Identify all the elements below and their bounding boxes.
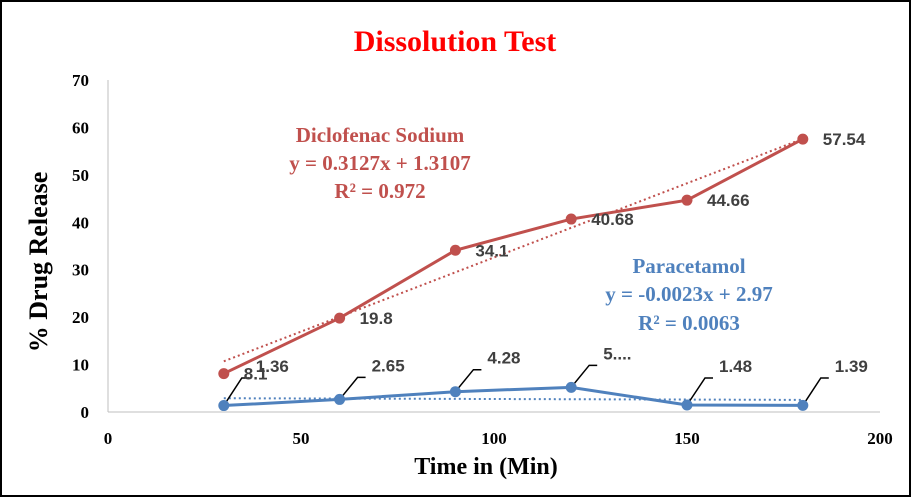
y-axis-label: % Drug Release bbox=[24, 172, 53, 353]
diclofenac-data-point bbox=[681, 194, 693, 206]
paracetamol-label-leader bbox=[570, 364, 598, 388]
paracetamol-series-line bbox=[223, 385, 803, 408]
diclofenac-data-point bbox=[218, 368, 230, 380]
paracetamol-trend-r2: R² = 0.0063 bbox=[638, 311, 740, 335]
paracetamol-label-leader bbox=[339, 376, 366, 400]
paracetamol-data-label: 4.28 bbox=[487, 349, 520, 368]
x-tick-label: 150 bbox=[674, 429, 700, 448]
paracetamol-trendline bbox=[223, 397, 803, 401]
diclofenac-series-name: Diclofenac Sodium bbox=[296, 123, 465, 147]
x-tick-label: 200 bbox=[867, 429, 893, 448]
diclofenac-trendline bbox=[223, 137, 804, 363]
diclofenac-trend-r2: R² = 0.972 bbox=[334, 179, 425, 203]
y-tick-label: 60 bbox=[72, 118, 89, 137]
paracetamol-label-leader bbox=[802, 377, 829, 406]
diclofenac-data-label: 44.66 bbox=[707, 191, 750, 210]
chart-title: Dissolution Test bbox=[354, 25, 557, 58]
paracetamol-data-point bbox=[797, 399, 809, 411]
paracetamol-label-leader bbox=[223, 377, 250, 406]
diclofenac-trend-equation: y = 0.3127x + 1.3107 bbox=[289, 151, 470, 175]
paracetamol-annotation: Paracetamol y = -0.0023x + 2.97 R² = 0.0… bbox=[605, 254, 772, 335]
paracetamol-data-label: 1.48 bbox=[719, 357, 752, 376]
y-tick-label: 40 bbox=[72, 213, 89, 232]
diclofenac-data-point bbox=[565, 213, 577, 225]
y-tick-label: 0 bbox=[81, 403, 90, 422]
paracetamol-label-leader bbox=[686, 377, 713, 406]
y-tick-label: 50 bbox=[72, 166, 89, 185]
diclofenac-series-line bbox=[223, 137, 804, 375]
y-tick-label: 20 bbox=[72, 308, 89, 327]
y-tick-label: 30 bbox=[72, 261, 89, 280]
diclofenac-data-point bbox=[334, 312, 346, 324]
paracetamol-data-point bbox=[218, 400, 230, 412]
y-tick-label: 70 bbox=[72, 71, 89, 90]
x-tick-label: 50 bbox=[293, 429, 310, 448]
paracetamol-data-point bbox=[681, 399, 693, 411]
paracetamol-data-label: 1.36 bbox=[256, 357, 289, 376]
y-tick-label: 10 bbox=[72, 356, 89, 375]
x-axis-label: Time in (Min) bbox=[414, 454, 558, 480]
diclofenac-data-label: 34.1 bbox=[475, 241, 508, 260]
diclofenac-annotation: Diclofenac Sodium y = 0.3127x + 1.3107 R… bbox=[289, 123, 470, 203]
paracetamol-data-label: 5.... bbox=[603, 344, 631, 363]
paracetamol-data-point bbox=[449, 386, 461, 398]
x-tick-label: 0 bbox=[104, 429, 113, 448]
diclofenac-data-label: 57.54 bbox=[823, 130, 866, 149]
paracetamol-data-point bbox=[565, 381, 577, 393]
diclofenac-data-label: 8.1 bbox=[244, 365, 268, 384]
paracetamol-data-point bbox=[334, 393, 346, 405]
paracetamol-series-name: Paracetamol bbox=[632, 254, 745, 278]
diclofenac-data-label: 40.68 bbox=[591, 210, 634, 229]
paracetamol-data-label: 2.65 bbox=[372, 356, 405, 375]
paracetamol-trend-equation: y = -0.0023x + 2.97 bbox=[605, 282, 772, 306]
paracetamol-label-leader bbox=[454, 368, 482, 393]
x-tick-label: 100 bbox=[481, 429, 507, 448]
diclofenac-data-point bbox=[797, 133, 809, 145]
diclofenac-data-label: 19.8 bbox=[360, 309, 393, 328]
diclofenac-data-point bbox=[449, 244, 461, 256]
paracetamol-data-label: 1.39 bbox=[835, 357, 868, 376]
